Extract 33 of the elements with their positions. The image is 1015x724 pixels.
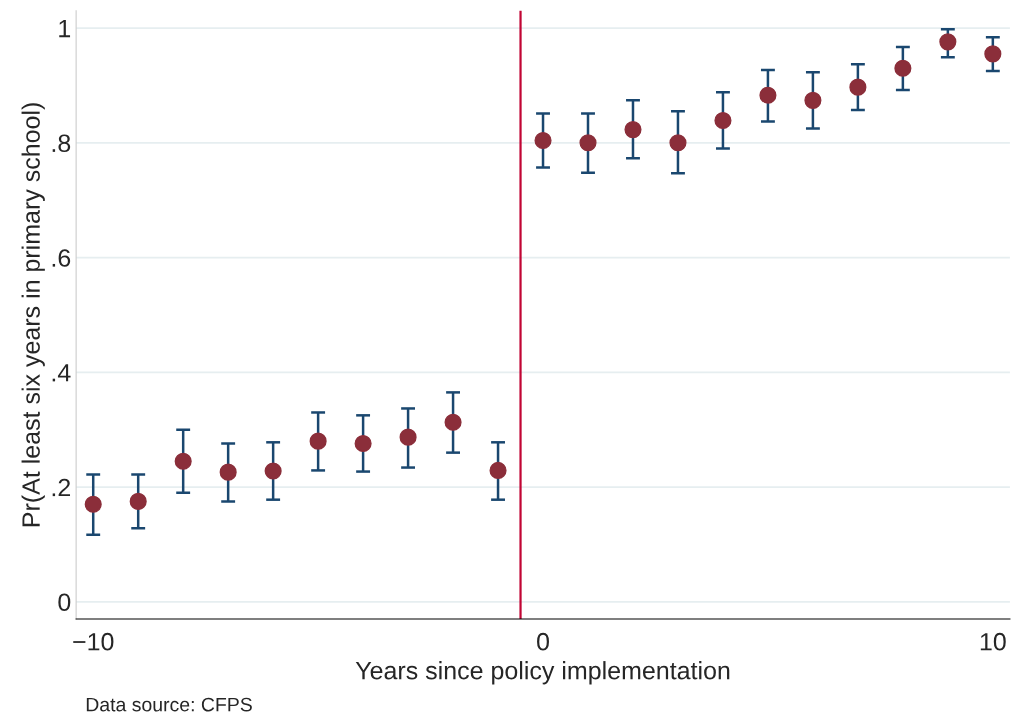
point [219,463,237,481]
point [174,452,192,470]
point [804,91,822,109]
y-tick-label: .4 [52,364,71,382]
y-tick-label: .8 [52,134,71,153]
point [579,134,597,152]
point [444,413,462,431]
point [489,461,507,479]
point [759,86,777,104]
point [984,45,1002,63]
x-axis-title: Years since policy implementation [355,661,730,685]
point [129,492,147,510]
point [894,59,912,77]
y-tick-label: 1 [59,19,71,38]
point [399,428,417,446]
point [264,462,282,480]
point [714,111,732,129]
point [309,432,327,450]
point [354,434,372,453]
point [84,495,102,513]
point [669,134,687,152]
y-tick-label: .6 [52,249,71,267]
y-tick-label: .2 [52,478,71,497]
x-tick-label: 10 [980,632,1006,651]
source-note: Data source: CFPS [86,697,252,712]
x-tick-label: 0 [537,632,549,651]
point [624,121,642,139]
point [849,78,867,96]
point [939,33,957,51]
point [534,131,552,150]
x-tick-label: −10 [73,632,114,651]
y-tick-label: 0 [58,593,71,612]
y-axis-title: Pr(At least six years in primary school) [21,103,45,527]
